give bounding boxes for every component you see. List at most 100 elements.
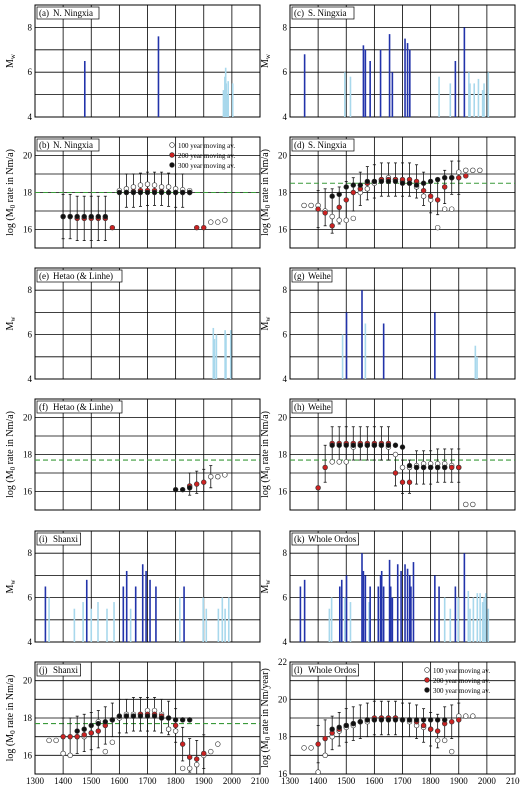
y-tick-label: 6 bbox=[283, 67, 288, 77]
point-100yr bbox=[463, 501, 469, 508]
point-300yr bbox=[357, 442, 364, 448]
y-tick-label: 18 bbox=[23, 450, 33, 460]
x-tick-label: 1500 bbox=[337, 776, 356, 786]
panel-region: Weihe bbox=[308, 271, 331, 281]
legend-label: 100 year moving av. bbox=[433, 667, 490, 675]
y-axis-label-text: log (M bbox=[5, 734, 16, 762]
point-300yr bbox=[371, 442, 378, 448]
y-axis-label: Mw bbox=[5, 53, 17, 68]
panel-tag-box bbox=[36, 269, 123, 283]
y-tick-label: 16 bbox=[278, 225, 288, 235]
x-tick-label: 1900 bbox=[450, 776, 469, 786]
point-300yr bbox=[350, 182, 356, 188]
point-300yr bbox=[343, 442, 349, 448]
point-300yr bbox=[364, 442, 371, 448]
point-300yr bbox=[441, 175, 448, 181]
point-300yr bbox=[179, 189, 186, 196]
panel-region: Hetao (& Linhe) bbox=[53, 271, 113, 281]
panel-tag-box bbox=[36, 138, 100, 152]
point-100yr bbox=[165, 726, 172, 732]
y-tick-label: 20 bbox=[23, 676, 33, 686]
y-axis-label-sub: 0 bbox=[9, 204, 17, 208]
point-300yr bbox=[329, 726, 335, 732]
y-tick-label: 8 bbox=[28, 22, 33, 32]
point-100yr bbox=[399, 464, 406, 471]
point-100yr bbox=[53, 737, 59, 744]
y-tick-label: 16 bbox=[23, 225, 33, 235]
panel-tag-box bbox=[36, 400, 123, 414]
point-300yr bbox=[116, 713, 123, 719]
point-300yr bbox=[67, 213, 73, 220]
point-100yr bbox=[463, 713, 469, 719]
point-300yr bbox=[427, 717, 434, 723]
panel-frame bbox=[34, 4, 261, 118]
panel-label: (a) bbox=[39, 8, 49, 18]
point-200yr bbox=[95, 728, 101, 734]
point-100yr bbox=[158, 184, 165, 190]
point-300yr bbox=[378, 178, 385, 185]
point-300yr bbox=[378, 442, 385, 448]
point-300yr bbox=[130, 713, 137, 719]
legend-label: 100 year moving av. bbox=[178, 142, 235, 150]
point-300yr bbox=[336, 724, 342, 731]
point-100yr bbox=[434, 224, 441, 231]
point-200yr bbox=[434, 197, 441, 203]
point-100yr bbox=[434, 737, 441, 744]
point-100yr bbox=[301, 202, 307, 209]
point-300yr bbox=[186, 717, 193, 723]
y-axis-label-text: M bbox=[260, 321, 271, 330]
point-300yr bbox=[420, 464, 427, 471]
point-100yr bbox=[130, 184, 137, 190]
panel-tag-box bbox=[291, 6, 355, 20]
point-300yr bbox=[385, 442, 392, 448]
y-axis-label: log (M0 rate in Nm/a) bbox=[260, 411, 272, 498]
point-100yr bbox=[208, 474, 214, 480]
point-300yr bbox=[406, 180, 413, 186]
point-200yr bbox=[194, 224, 200, 231]
point-100yr bbox=[364, 186, 371, 192]
point-200yr bbox=[427, 193, 434, 199]
point-100yr bbox=[336, 459, 342, 465]
x-tick-label: 1400 bbox=[309, 776, 328, 786]
point-200yr bbox=[322, 464, 328, 471]
point-200yr bbox=[406, 479, 413, 485]
point-300yr bbox=[137, 713, 144, 719]
panel-label: (c) bbox=[294, 8, 304, 18]
point-300yr bbox=[158, 715, 165, 721]
point-300yr bbox=[427, 178, 434, 185]
y-tick-label: 6 bbox=[28, 67, 33, 77]
panel-a: 4 6 8 Mw (a) N. Ningxia bbox=[5, 4, 261, 122]
point-100yr bbox=[222, 472, 228, 478]
point-200yr bbox=[420, 187, 427, 194]
y-tick-label: 18 bbox=[278, 188, 288, 198]
point-300yr bbox=[88, 213, 94, 220]
y-tick-label: 18 bbox=[23, 188, 33, 198]
point-200yr bbox=[456, 175, 462, 181]
point-100yr bbox=[329, 459, 335, 465]
point-300yr bbox=[420, 180, 427, 186]
panel-i: 4 6 8 Mw (i) Shanxi bbox=[5, 530, 261, 647]
y-axis-label: log (M0 rate in Nm/a) bbox=[5, 411, 17, 498]
panel-label: (e) bbox=[39, 271, 49, 281]
y-tick-label: 8 bbox=[28, 548, 33, 558]
x-tick-label: 2100 bbox=[506, 776, 520, 786]
x-tick-label: 1700 bbox=[139, 776, 158, 786]
point-100yr bbox=[477, 167, 483, 174]
point-100yr bbox=[308, 202, 314, 209]
panel-region: Shanxi bbox=[53, 534, 79, 544]
legend-label: 200 year moving av. bbox=[178, 152, 235, 160]
y-tick-label: 8 bbox=[283, 285, 288, 295]
point-300yr bbox=[144, 189, 151, 196]
point-100yr bbox=[470, 713, 476, 719]
y-tick-label: 4 bbox=[283, 637, 288, 647]
point-100yr bbox=[420, 193, 427, 199]
y-axis-label: log (M0 rate in Nm/year) bbox=[260, 668, 272, 768]
y-tick-label: 6 bbox=[283, 593, 288, 603]
y-tick-label: 20 bbox=[278, 694, 288, 704]
point-200yr bbox=[463, 173, 469, 179]
point-300yr bbox=[364, 178, 371, 185]
point-300yr bbox=[186, 485, 193, 491]
point-300yr bbox=[357, 719, 364, 725]
panel-j: 16 18 20 1300 1400 1500 1600 1700 1800 1900 2000 21… bbox=[5, 661, 270, 786]
point-300yr bbox=[102, 213, 109, 220]
